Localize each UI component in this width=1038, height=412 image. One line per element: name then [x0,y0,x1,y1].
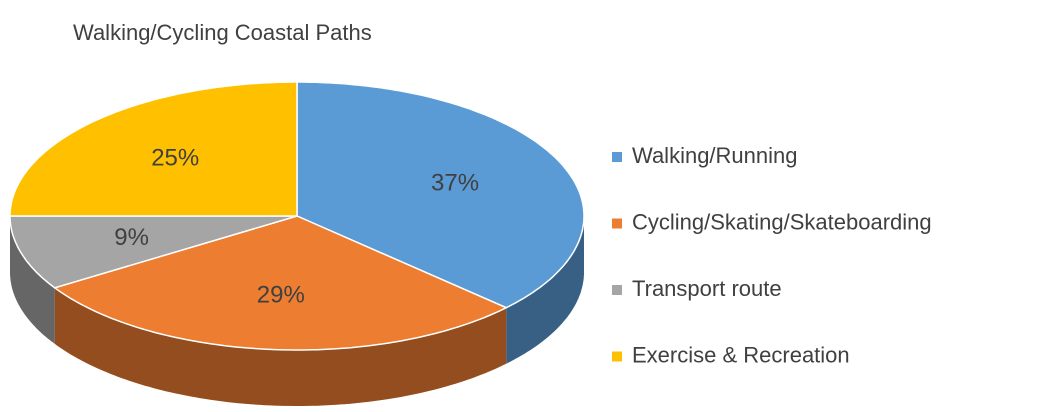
data-label: 37% [431,169,479,196]
slice [296,81,585,309]
legend-swatch [612,351,622,362]
slice [53,215,508,351]
slice-side-shade [506,216,584,364]
legend-label: Transport route [632,276,782,301]
slice [9,215,298,289]
data-label: 25% [151,144,199,171]
chart-title: Walking/Cycling Coastal Paths [73,20,372,45]
slice-side-shade [54,287,507,406]
slice-side [54,287,507,406]
data-label: 29% [257,281,305,308]
slice-side-shade [10,216,55,344]
legend-label: Walking/Running [632,143,798,168]
legend-swatch [612,152,622,162]
legend-swatch [612,218,622,229]
legend-swatch [612,285,622,295]
slice [9,81,298,217]
slice-side [506,216,584,364]
data-label: 9% [114,224,149,251]
legend-label: Exercise & Recreation [632,342,850,367]
slice-side [10,216,55,344]
legend-label: Cycling/Skating/Skateboarding [632,209,932,234]
